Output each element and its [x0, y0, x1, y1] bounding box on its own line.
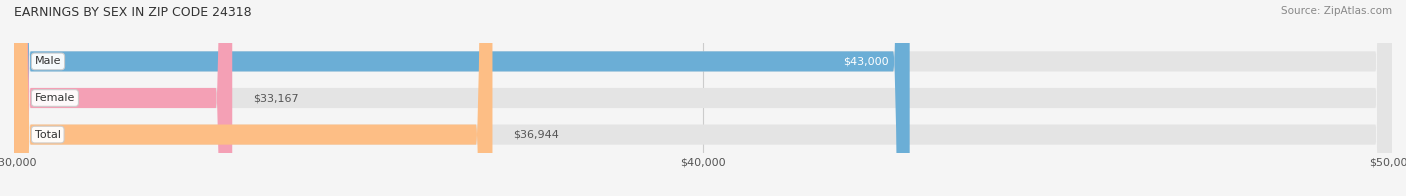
Text: $43,000: $43,000 — [844, 56, 889, 66]
Text: EARNINGS BY SEX IN ZIP CODE 24318: EARNINGS BY SEX IN ZIP CODE 24318 — [14, 6, 252, 19]
FancyBboxPatch shape — [14, 0, 1392, 196]
FancyBboxPatch shape — [14, 0, 492, 196]
Text: $33,167: $33,167 — [253, 93, 298, 103]
Text: Female: Female — [35, 93, 75, 103]
Text: Total: Total — [35, 130, 60, 140]
Text: $36,944: $36,944 — [513, 130, 560, 140]
FancyBboxPatch shape — [14, 0, 232, 196]
Text: Male: Male — [35, 56, 62, 66]
FancyBboxPatch shape — [14, 0, 1392, 196]
FancyBboxPatch shape — [14, 0, 910, 196]
Text: Source: ZipAtlas.com: Source: ZipAtlas.com — [1281, 6, 1392, 16]
FancyBboxPatch shape — [14, 0, 1392, 196]
